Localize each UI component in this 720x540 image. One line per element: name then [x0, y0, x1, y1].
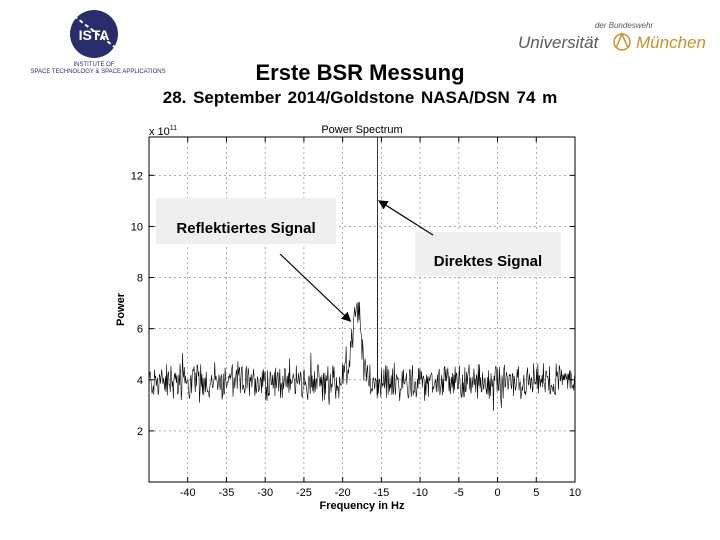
x-tick-label: -40	[180, 487, 196, 499]
slide-title: Erste BSR Messung	[255, 60, 465, 85]
x-tick-label: -35	[219, 487, 235, 499]
y-axis-label: Power	[115, 292, 127, 326]
institute-name-line2: SPACE TECHNOLOGY & SPACE APPLICATIONS	[30, 69, 165, 75]
x-tick-label: 5	[533, 487, 539, 499]
university-logo: der Bundeswehr Universität München	[518, 21, 706, 52]
university-small-text: der Bundeswehr	[595, 21, 654, 30]
x-tick-label: -10	[412, 487, 428, 499]
y-multiplier-exponent: 11	[170, 125, 177, 132]
x-tick-label: -30	[257, 487, 273, 499]
university-left-text: Universität	[518, 33, 600, 52]
university-emblem-icon	[613, 32, 631, 51]
y-tick-label: 10	[131, 221, 143, 233]
axis-ticks	[149, 137, 576, 482]
y-axis-multiplier: x 1011	[149, 125, 177, 138]
y-tick-label: 6	[137, 324, 143, 336]
x-axis-label: Frequency in Hz	[320, 500, 405, 512]
chart-title: Power Spectrum	[321, 124, 402, 136]
y-tick-label: 4	[137, 375, 143, 387]
plot-frame	[148, 136, 576, 483]
y-tick-label: 2	[137, 426, 143, 438]
x-tick-label: -15	[373, 487, 389, 499]
spectrum-series-line	[148, 136, 576, 412]
ista-logo: ISTA INSTITUTE OF SPACE TECHNOLOGY & SPA…	[30, 10, 166, 75]
x-tick-label: -25	[296, 487, 312, 499]
y-tick-label: 8	[137, 273, 143, 285]
ista-logo-orbit	[73, 15, 117, 49]
callout-direct-text: Direktes Signal	[434, 253, 542, 270]
university-right-text: München	[636, 33, 706, 52]
tick-labels: -40 -35 -30 -25 -20 -15 -10 -5 0 5 10 2 4 6 8 10 12	[131, 170, 581, 499]
callout-reflected: Reflektiertes Signal	[156, 198, 336, 244]
arrow-reflected	[279, 253, 352, 322]
x-tick-label: 0	[494, 487, 500, 499]
y-multiplier-base: x 10	[149, 126, 170, 138]
institute-name-line1: INSTITUTE OF	[74, 62, 115, 68]
x-tick-label: -5	[454, 487, 464, 499]
arrow-direct	[378, 200, 434, 236]
ista-logo-text: ISTA	[79, 27, 110, 43]
callout-reflected-text: Reflektiertes Signal	[176, 220, 315, 237]
x-tick-label: -20	[335, 487, 351, 499]
y-tick-label: 12	[131, 170, 143, 182]
chart-grid	[149, 137, 576, 482]
callout-direct: Direktes Signal	[415, 232, 561, 276]
slide-subtitle: 28. September 2014/Goldstone NASA/DSN 74…	[162, 88, 558, 107]
x-tick-label: 10	[569, 487, 581, 499]
